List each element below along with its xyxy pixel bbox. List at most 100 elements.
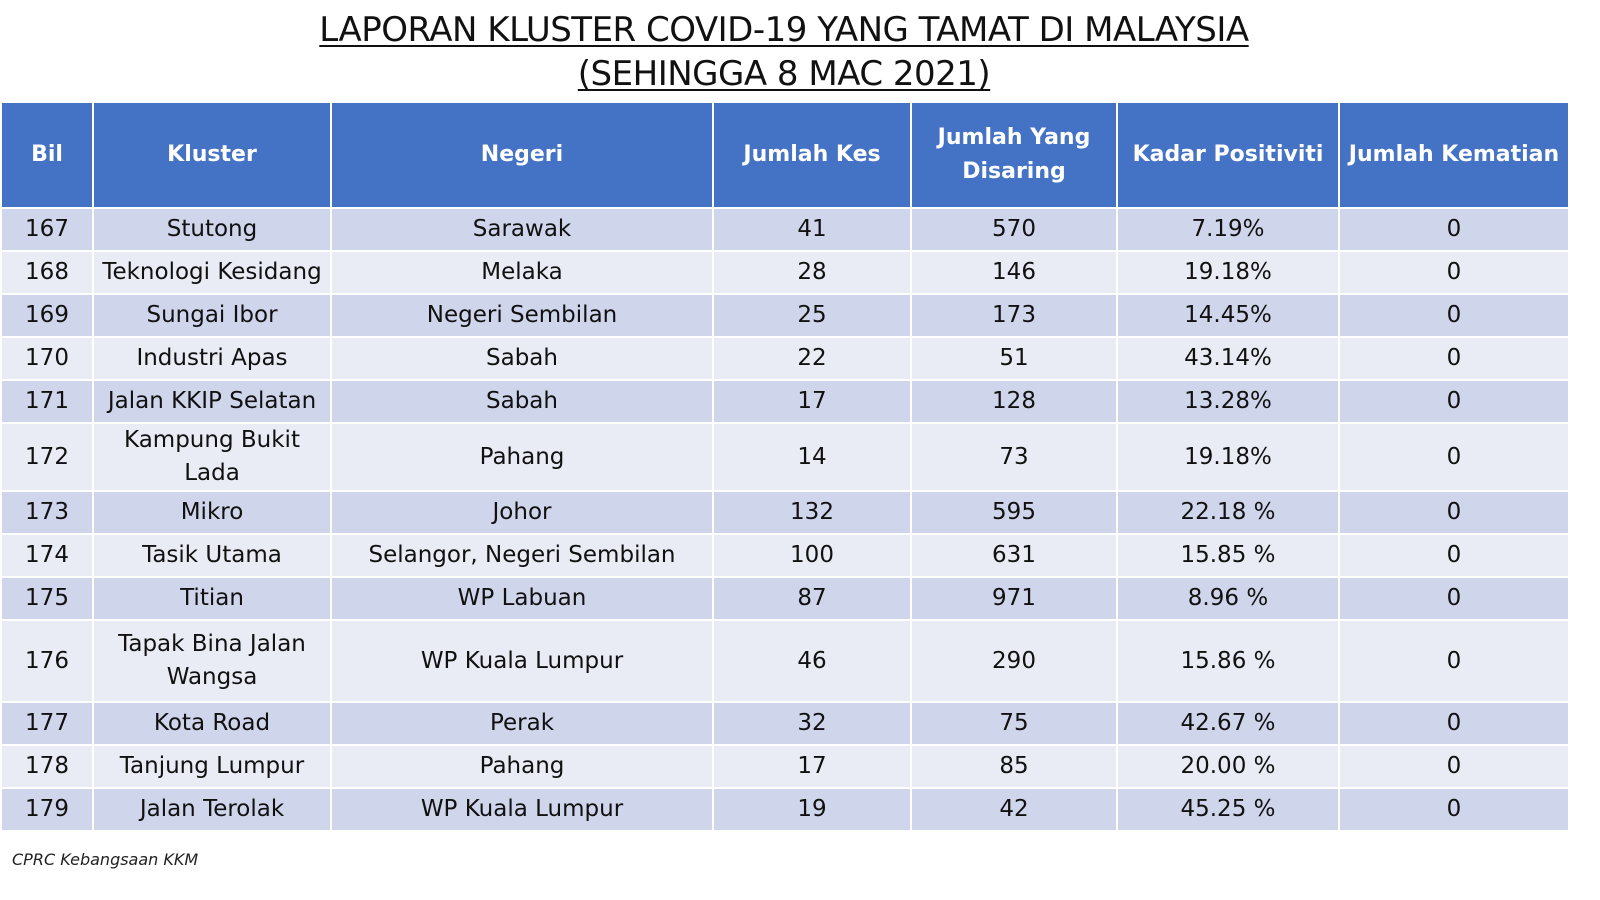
table-row: 177 Kota Road Perak 32 75 42.67 % 0	[0, 701, 1570, 746]
cell-negeri: Pahang	[330, 744, 714, 789]
cell-jumlah-kematian: 0	[1338, 533, 1570, 578]
cell-jumlah-kes: 17	[712, 379, 912, 424]
header-kluster: Kluster	[92, 101, 332, 209]
table-body: 167 Stutong Sarawak 41 570 7.19% 0 168 Teknologi…	[0, 207, 1570, 832]
header-negeri: Negeri	[330, 101, 714, 209]
cell-kluster: Jalan Terolak	[92, 787, 332, 832]
table-row: 175 Titian WP Labuan 87 971 8.96 % 0	[0, 576, 1570, 621]
cell-bil: 171	[0, 379, 94, 424]
cell-jumlah-kematian: 0	[1338, 207, 1570, 252]
table-row: 169 Sungai Ibor Negeri Sembilan 25 173 14.45%…	[0, 293, 1570, 338]
table-row: 176 Tapak Bina Jalan Wangsa WP Kuala Lumpu…	[0, 619, 1570, 703]
cell-jumlah-kes: 132	[712, 490, 912, 535]
cell-kadar-positiviti: 43.14%	[1116, 336, 1340, 381]
cell-kadar-positiviti: 15.86 %	[1116, 619, 1340, 703]
cell-jumlah-kes: 28	[712, 250, 912, 295]
cell-bil: 175	[0, 576, 94, 621]
cell-bil: 176	[0, 619, 94, 703]
cell-kadar-positiviti: 20.00 %	[1116, 744, 1340, 789]
cell-bil: 167	[0, 207, 94, 252]
cell-kadar-positiviti: 13.28%	[1116, 379, 1340, 424]
cell-bil: 170	[0, 336, 94, 381]
cell-jumlah-kes: 25	[712, 293, 912, 338]
cell-kadar-positiviti: 45.25 %	[1116, 787, 1340, 832]
source-footer: CPRC Kebangsaan KKM	[12, 850, 199, 869]
table-row: 172 Kampung Bukit Lada Pahang 14 73 19.18% 0	[0, 422, 1570, 492]
cell-jumlah-disaring: 570	[910, 207, 1118, 252]
cell-jumlah-kematian: 0	[1338, 701, 1570, 746]
table-header-row: Bil Kluster Negeri Jumlah Kes Jumlah Yan…	[0, 101, 1570, 209]
cell-negeri: Johor	[330, 490, 714, 535]
cell-kluster: Kampung Bukit Lada	[92, 422, 332, 492]
cell-kadar-positiviti: 19.18%	[1116, 422, 1340, 492]
cell-kluster: Tasik Utama	[92, 533, 332, 578]
cell-jumlah-kematian: 0	[1338, 787, 1570, 832]
cell-kadar-positiviti: 22.18 %	[1116, 490, 1340, 535]
cell-kadar-positiviti: 7.19%	[1116, 207, 1340, 252]
cell-negeri: WP Kuala Lumpur	[330, 787, 714, 832]
cell-jumlah-disaring: 73	[910, 422, 1118, 492]
cell-bil: 172	[0, 422, 94, 492]
cell-jumlah-kematian: 0	[1338, 336, 1570, 381]
page-title: LAPORAN KLUSTER COVID-19 YANG TAMAT DI M…	[0, 8, 1568, 96]
table-row: 174 Tasik Utama Selangor, Negeri Sembilan 1…	[0, 533, 1570, 578]
cell-bil: 174	[0, 533, 94, 578]
cell-negeri: Melaka	[330, 250, 714, 295]
cell-kluster: Titian	[92, 576, 332, 621]
cell-jumlah-kes: 14	[712, 422, 912, 492]
cell-jumlah-kes: 100	[712, 533, 912, 578]
cell-negeri: WP Kuala Lumpur	[330, 619, 714, 703]
cell-kadar-positiviti: 15.85 %	[1116, 533, 1340, 578]
cell-kluster: Mikro	[92, 490, 332, 535]
cell-negeri: Negeri Sembilan	[330, 293, 714, 338]
cell-kluster: Teknologi Kesidang	[92, 250, 332, 295]
table-row: 170 Industri Apas Sabah 22 51 43.14% 0	[0, 336, 1570, 381]
cell-kadar-positiviti: 19.18%	[1116, 250, 1340, 295]
header-kadar-positiviti: Kadar Positiviti	[1116, 101, 1340, 209]
cell-jumlah-disaring: 146	[910, 250, 1118, 295]
cell-negeri: Sabah	[330, 336, 714, 381]
cell-jumlah-kes: 17	[712, 744, 912, 789]
cell-jumlah-disaring: 128	[910, 379, 1118, 424]
cell-bil: 179	[0, 787, 94, 832]
cell-negeri: Pahang	[330, 422, 714, 492]
title-line-2: (SEHINGGA 8 MAC 2021)	[577, 54, 991, 94]
cell-kluster: Stutong	[92, 207, 332, 252]
cell-bil: 169	[0, 293, 94, 338]
cell-jumlah-kematian: 0	[1338, 379, 1570, 424]
cell-jumlah-kematian: 0	[1338, 576, 1570, 621]
cell-bil: 177	[0, 701, 94, 746]
cell-jumlah-disaring: 631	[910, 533, 1118, 578]
header-jumlah-disaring: Jumlah Yang Disaring	[910, 101, 1118, 209]
cell-negeri: Sarawak	[330, 207, 714, 252]
cell-jumlah-disaring: 971	[910, 576, 1118, 621]
cell-jumlah-kematian: 0	[1338, 250, 1570, 295]
cell-jumlah-kes: 22	[712, 336, 912, 381]
cell-kluster: Industri Apas	[92, 336, 332, 381]
cell-jumlah-kematian: 0	[1338, 293, 1570, 338]
cell-jumlah-kes: 32	[712, 701, 912, 746]
cell-negeri: Sabah	[330, 379, 714, 424]
table-row: 168 Teknologi Kesidang Melaka 28 146 19.18% 0	[0, 250, 1570, 295]
cell-jumlah-kematian: 0	[1338, 619, 1570, 703]
cell-kadar-positiviti: 8.96 %	[1116, 576, 1340, 621]
cell-bil: 168	[0, 250, 94, 295]
cell-jumlah-kematian: 0	[1338, 422, 1570, 492]
table-row: 178 Tanjung Lumpur Pahang 17 85 20.00 % 0	[0, 744, 1570, 789]
cluster-table: Bil Kluster Negeri Jumlah Kes Jumlah Yan…	[0, 101, 1570, 832]
title-line-1: LAPORAN KLUSTER COVID-19 YANG TAMAT DI M…	[319, 10, 1249, 50]
header-jumlah-kematian: Jumlah Kematian	[1338, 101, 1570, 209]
cell-negeri: WP Labuan	[330, 576, 714, 621]
cell-jumlah-kes: 87	[712, 576, 912, 621]
cell-kluster: Sungai Ibor	[92, 293, 332, 338]
cell-negeri: Perak	[330, 701, 714, 746]
cell-bil: 178	[0, 744, 94, 789]
cell-kluster: Tanjung Lumpur	[92, 744, 332, 789]
cell-bil: 173	[0, 490, 94, 535]
cell-jumlah-kes: 46	[712, 619, 912, 703]
table-row: 179 Jalan Terolak WP Kuala Lumpur 19 42 45.25…	[0, 787, 1570, 832]
header-bil: Bil	[0, 101, 94, 209]
table-row: 167 Stutong Sarawak 41 570 7.19% 0	[0, 207, 1570, 252]
cell-jumlah-kematian: 0	[1338, 744, 1570, 789]
cell-negeri: Selangor, Negeri Sembilan	[330, 533, 714, 578]
